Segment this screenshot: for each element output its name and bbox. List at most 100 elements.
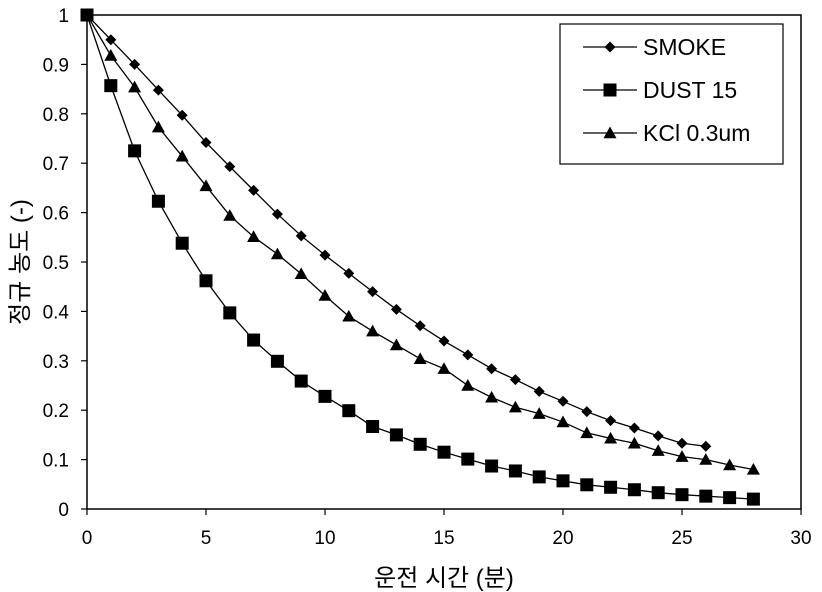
diamond-point (462, 349, 474, 361)
square-point (675, 488, 689, 502)
square-point (199, 274, 213, 288)
triangle-point (175, 149, 189, 162)
square-point (580, 478, 594, 492)
diamond-point (367, 286, 379, 298)
x-axis-title: 운전 시간 (분) (374, 565, 514, 592)
square-point (556, 474, 570, 488)
x-tick-label: 10 (314, 528, 335, 549)
legend-item: SMOKE (583, 34, 726, 60)
axis-ticks: 0 5 10 15 20 25 30 0 0.1 0.2 0.3 0.4 0.5 0.6 0.7 0.8 0.9… (43, 6, 812, 549)
square-point (604, 480, 618, 494)
triangle-point (294, 267, 308, 280)
square-point (437, 445, 451, 459)
legend-marker (604, 41, 616, 53)
y-tick-label: 0.6 (43, 204, 69, 225)
triangle-point (723, 458, 737, 471)
triangle-point (461, 379, 475, 391)
diamond-point (200, 136, 212, 148)
triangle-point (342, 309, 356, 322)
x-tick-label: 20 (552, 528, 573, 549)
triangle-point (508, 400, 522, 413)
square-point (128, 144, 142, 158)
square-point (508, 464, 522, 478)
y-tick-label: 0.5 (43, 253, 69, 274)
y-tick-label: 0.7 (43, 154, 69, 175)
square-point (699, 489, 713, 503)
diamond-point (700, 440, 712, 452)
y-tick-label: 0.2 (43, 401, 69, 422)
diamond-point (224, 161, 236, 173)
triangle-point (247, 230, 261, 243)
square-point (318, 389, 332, 403)
square-point (651, 486, 665, 500)
square-point (342, 404, 356, 418)
x-tick-label: 30 (790, 528, 811, 549)
series-square (80, 8, 760, 506)
square-point (627, 483, 641, 497)
legend: SMOKE DUST 15 KCl 0.3um (559, 23, 784, 165)
triangle-point (413, 352, 427, 365)
diamond-point (176, 109, 188, 121)
diamond-point (319, 249, 331, 261)
square-point (223, 306, 237, 320)
square-point (413, 437, 427, 451)
square-point (366, 420, 380, 434)
diamond-point (676, 437, 688, 449)
triangle-point (80, 8, 94, 21)
square-point (151, 194, 165, 208)
legend-item: DUST 15 (583, 77, 737, 103)
square-point (461, 452, 475, 466)
diamond-point (533, 385, 545, 397)
diamond-point (390, 303, 402, 315)
triangle-point (223, 209, 237, 221)
triangle-point (532, 407, 546, 419)
y-tick-label: 0.3 (43, 352, 69, 373)
triangle-point (580, 426, 594, 439)
diamond-point (271, 208, 283, 220)
diamond-point (152, 84, 164, 96)
triangle-point (199, 179, 213, 192)
triangle-point (151, 120, 165, 133)
diamond-point (652, 430, 664, 442)
legend-label: SMOKE (643, 34, 726, 60)
diamond-point (486, 363, 498, 375)
legend-marker (603, 83, 617, 97)
triangle-point (651, 444, 665, 456)
diamond-point (581, 406, 593, 418)
y-tick-label: 0.1 (43, 451, 69, 472)
series-layer (80, 8, 760, 506)
y-tick-label: 0.4 (43, 302, 70, 323)
series-diamond (81, 9, 712, 452)
triangle-point (604, 431, 618, 444)
triangle-point (699, 453, 713, 465)
series-triangle (80, 8, 760, 475)
square-point (270, 354, 284, 368)
x-tick-label: 0 (82, 528, 93, 549)
diamond-point (605, 415, 617, 427)
legend-label: KCl 0.3um (643, 120, 750, 146)
square-point (294, 374, 308, 388)
triangle-point (270, 247, 284, 260)
y-tick-label: 0.8 (43, 105, 69, 126)
square-point (532, 470, 546, 484)
diamond-point (628, 422, 640, 434)
square-point (746, 492, 760, 506)
x-tick-label: 5 (201, 528, 212, 549)
triangle-point (366, 324, 380, 337)
diamond-point (129, 58, 141, 70)
diamond-point (105, 34, 117, 46)
triangle-point (128, 80, 142, 93)
square-point (723, 491, 737, 505)
y-axis-title: 정규 농도 (-) (7, 199, 34, 325)
y-tick-label: 0.9 (43, 55, 69, 76)
triangle-point (556, 415, 570, 428)
diamond-point (295, 230, 307, 242)
square-point (247, 333, 261, 347)
triangle-point (389, 338, 403, 351)
diamond-point (438, 335, 450, 347)
legend-item: KCl 0.3um (583, 120, 750, 146)
y-tick-label: 1 (58, 6, 69, 27)
diamond-point (414, 320, 426, 332)
triangle-point (746, 462, 760, 475)
